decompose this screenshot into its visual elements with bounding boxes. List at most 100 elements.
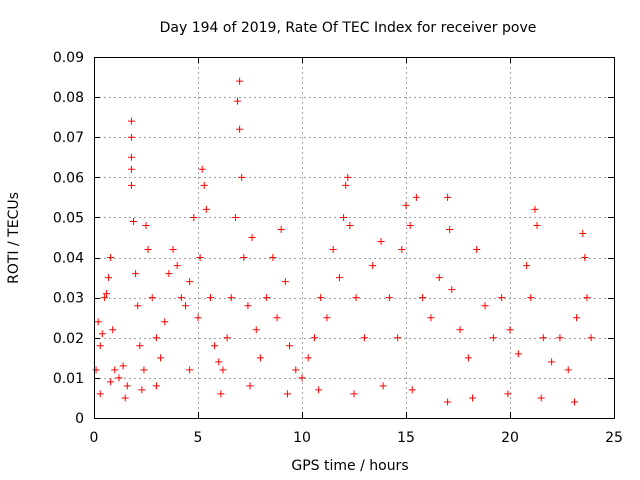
data-point: [100, 294, 108, 302]
data-point: [344, 173, 352, 181]
data-point: [527, 294, 535, 302]
data-point: [130, 217, 138, 225]
data-point: [298, 374, 306, 382]
data-point: [317, 294, 325, 302]
data-point: [177, 294, 185, 302]
data-point: [252, 326, 260, 334]
data-point: [236, 125, 244, 133]
y-tick-label: 0.07: [53, 130, 84, 146]
y-tick-label: 0.04: [53, 251, 84, 267]
data-point: [444, 398, 452, 406]
data-point: [121, 394, 129, 402]
y-tick-labels: 0 0.01 0.02 0.03 0.04 0.05 0.06 0.07 0.08 0.09: [53, 50, 84, 427]
data-point: [196, 254, 204, 262]
data-point: [292, 366, 300, 374]
data-point: [385, 294, 393, 302]
data-point: [419, 294, 427, 302]
data-point: [304, 354, 312, 362]
data-point: [498, 294, 506, 302]
data-point: [360, 334, 368, 342]
data-point: [579, 229, 587, 237]
data-point: [277, 225, 285, 233]
data-point: [119, 362, 127, 370]
x-tick-label: 10: [293, 430, 311, 446]
data-point: [127, 165, 135, 173]
data-point: [105, 274, 113, 282]
data-point: [194, 314, 202, 322]
data-point: [169, 246, 177, 254]
data-point: [323, 314, 331, 322]
data-point: [223, 334, 231, 342]
data-point: [379, 382, 387, 390]
data-point: [448, 286, 456, 294]
data-point: [435, 274, 443, 282]
data-point: [473, 246, 481, 254]
data-point: [231, 213, 239, 221]
data-point: [248, 234, 256, 241]
data-point: [444, 193, 452, 201]
y-tick-label: 0.06: [53, 170, 84, 186]
data-point: [190, 213, 198, 221]
y-tick-label: 0.02: [53, 331, 84, 347]
data-point: [186, 366, 194, 374]
data-point: [246, 382, 254, 390]
data-point: [244, 302, 252, 310]
data-point: [446, 225, 454, 233]
x-tick-label: 15: [397, 430, 415, 446]
data-point: [127, 133, 135, 141]
data-point: [256, 354, 264, 362]
data-point: [211, 342, 219, 350]
plot-frame: [94, 57, 615, 419]
data-point: [469, 394, 477, 402]
data-point: [273, 314, 281, 322]
data-point: [269, 254, 277, 262]
data-point: [548, 358, 556, 366]
data-point: [127, 181, 135, 189]
data-point: [240, 254, 248, 262]
data-point: [96, 342, 104, 350]
data-point: [123, 382, 131, 390]
data-point: [335, 274, 343, 282]
data-point: [539, 334, 547, 342]
data-point: [198, 165, 206, 173]
data-point: [377, 238, 385, 246]
data-point: [427, 314, 435, 322]
data-point: [127, 153, 135, 161]
x-tick-label: 5: [194, 430, 203, 446]
data-point: [92, 366, 100, 374]
y-tick-label: 0.05: [53, 210, 84, 226]
x-tick-labels: 0 5 10 15 20 25: [90, 430, 623, 446]
data-point: [132, 270, 140, 278]
data-point: [564, 366, 572, 374]
x-axis-title: GPS time / hours: [291, 458, 408, 474]
data-point: [206, 294, 214, 302]
data-point: [283, 390, 291, 398]
data-point: [352, 294, 360, 302]
data-point: [402, 201, 410, 209]
data-point: [202, 205, 210, 213]
data-point: [573, 314, 581, 322]
data-point: [234, 97, 242, 105]
data-point: [570, 398, 578, 406]
data-point: [286, 342, 294, 350]
data-point: [514, 350, 522, 358]
data-point: [398, 246, 406, 254]
data-point: [219, 366, 227, 374]
data-point: [148, 294, 156, 302]
y-tick-label: 0.01: [53, 371, 84, 387]
data-point: [408, 386, 416, 394]
data-point: [340, 213, 348, 221]
data-point: [504, 390, 512, 398]
y-tick-label: 0: [75, 411, 84, 427]
data-point: [115, 374, 123, 382]
data-point: [406, 221, 414, 229]
data-point: [464, 354, 472, 362]
data-point: [350, 390, 358, 398]
axis-ticks: [94, 57, 615, 419]
data-point: [587, 334, 595, 342]
data-point: [127, 117, 135, 125]
data-point: [107, 254, 115, 262]
data-point: [531, 205, 539, 213]
data-point: [138, 386, 146, 394]
grid-lines: [94, 57, 614, 418]
